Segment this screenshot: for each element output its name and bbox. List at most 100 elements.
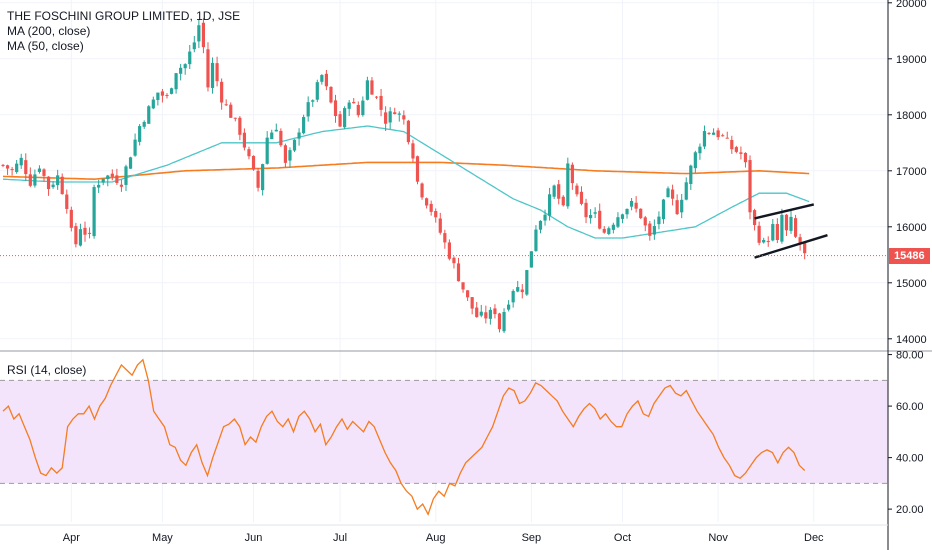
candle-down[interactable] xyxy=(324,69,329,91)
candle-down[interactable] xyxy=(384,106,388,131)
candle-up[interactable] xyxy=(607,226,611,236)
candle-down[interactable] xyxy=(24,153,28,182)
candle-up[interactable] xyxy=(37,165,42,174)
candle-down[interactable] xyxy=(784,214,789,237)
candle-up[interactable] xyxy=(507,300,511,312)
candle-up[interactable] xyxy=(762,237,766,244)
candle-up[interactable] xyxy=(488,307,492,325)
candle-up[interactable] xyxy=(133,133,137,157)
candle-up[interactable] xyxy=(192,35,196,53)
candle-up[interactable] xyxy=(566,157,570,209)
candle-down[interactable] xyxy=(374,96,379,100)
candle-up[interactable] xyxy=(529,251,533,268)
candle-down[interactable] xyxy=(74,222,78,248)
candle-up[interactable] xyxy=(343,106,347,130)
candle-down[interactable] xyxy=(579,186,584,206)
candle-down[interactable] xyxy=(279,128,283,147)
candle-up[interactable] xyxy=(611,222,615,234)
candle-down[interactable] xyxy=(242,128,247,151)
candle-up[interactable] xyxy=(516,280,520,293)
candle-up[interactable] xyxy=(261,163,265,196)
candle-down[interactable] xyxy=(238,116,242,141)
candle-down[interactable] xyxy=(793,214,798,239)
candle-up[interactable] xyxy=(552,184,556,200)
candle-up[interactable] xyxy=(56,169,60,190)
candle-down[interactable] xyxy=(602,226,606,234)
candle-down[interactable] xyxy=(224,99,228,107)
candle-up[interactable] xyxy=(711,128,716,135)
candle-down[interactable] xyxy=(484,305,488,324)
candle-down[interactable] xyxy=(675,194,679,216)
candle-down[interactable] xyxy=(233,117,237,122)
candle-down[interactable] xyxy=(447,239,451,261)
candle-down[interactable] xyxy=(575,183,579,197)
candle-down[interactable] xyxy=(598,203,602,230)
candle-down[interactable] xyxy=(470,296,474,315)
candle-down[interactable] xyxy=(329,86,333,104)
candle-up[interactable] xyxy=(306,96,310,122)
rsi-pane[interactable] xyxy=(0,358,888,516)
candle-up[interactable] xyxy=(620,213,625,224)
candle-down[interactable] xyxy=(420,182,424,200)
candle-up[interactable] xyxy=(270,129,274,140)
candle-down[interactable] xyxy=(643,215,647,232)
price-pane[interactable] xyxy=(0,18,888,333)
candle-down[interactable] xyxy=(466,290,470,301)
candle-down[interactable] xyxy=(497,312,502,333)
candle-down[interactable] xyxy=(557,179,561,205)
candle-up[interactable] xyxy=(33,169,37,188)
trendline[interactable] xyxy=(754,234,828,259)
candle-down[interactable] xyxy=(201,18,206,54)
candle-down[interactable] xyxy=(739,146,743,160)
candle-up[interactable] xyxy=(388,107,392,130)
candle-down[interactable] xyxy=(456,257,461,282)
candle-down[interactable] xyxy=(743,152,748,168)
candle-down[interactable] xyxy=(256,167,260,192)
candle-down[interactable] xyxy=(42,168,46,182)
candle-down[interactable] xyxy=(775,218,779,244)
candle-up[interactable] xyxy=(629,198,634,211)
candle-down[interactable] xyxy=(634,196,638,213)
candle-up[interactable] xyxy=(347,100,351,116)
candle-up[interactable] xyxy=(593,207,597,219)
candle-up[interactable] xyxy=(789,210,793,234)
candle-down[interactable] xyxy=(119,179,124,192)
candle-up[interactable] xyxy=(311,99,315,107)
candle-down[interactable] xyxy=(283,143,288,168)
candle-up[interactable] xyxy=(169,87,174,95)
candle-down[interactable] xyxy=(393,107,397,115)
candle-down[interactable] xyxy=(434,208,438,223)
candle-down[interactable] xyxy=(251,155,256,171)
candle-down[interactable] xyxy=(493,304,497,319)
candle-up[interactable] xyxy=(183,63,187,75)
candle-down[interactable] xyxy=(379,88,383,117)
candle-down[interactable] xyxy=(352,98,356,104)
candle-up[interactable] xyxy=(210,57,215,94)
candle-down[interactable] xyxy=(639,208,643,220)
candle-up[interactable] xyxy=(315,79,319,103)
candle-down[interactable] xyxy=(716,127,720,141)
candle-up[interactable] xyxy=(265,131,269,165)
candle-up[interactable] xyxy=(197,19,201,49)
candle-down[interactable] xyxy=(725,131,729,139)
candle-down[interactable] xyxy=(707,132,711,135)
candle-up[interactable] xyxy=(78,223,83,247)
candle-down[interactable] xyxy=(69,206,73,232)
candle-up[interactable] xyxy=(534,225,538,252)
candle-up[interactable] xyxy=(147,105,151,124)
candle-down[interactable] xyxy=(648,220,652,241)
candle-down[interactable] xyxy=(28,167,32,188)
candle-up[interactable] xyxy=(365,76,369,101)
candle-up[interactable] xyxy=(92,184,96,239)
candle-down[interactable] xyxy=(757,221,761,246)
candle-up[interactable] xyxy=(274,123,278,132)
candle-down[interactable] xyxy=(356,101,360,118)
candle-down[interactable] xyxy=(1,164,5,168)
candle-down[interactable] xyxy=(5,164,10,175)
candle-down[interactable] xyxy=(165,93,169,99)
candle-up[interactable] xyxy=(502,308,506,333)
candle-down[interactable] xyxy=(520,284,524,299)
candle-up[interactable] xyxy=(616,212,620,229)
candle-up[interactable] xyxy=(680,193,684,219)
